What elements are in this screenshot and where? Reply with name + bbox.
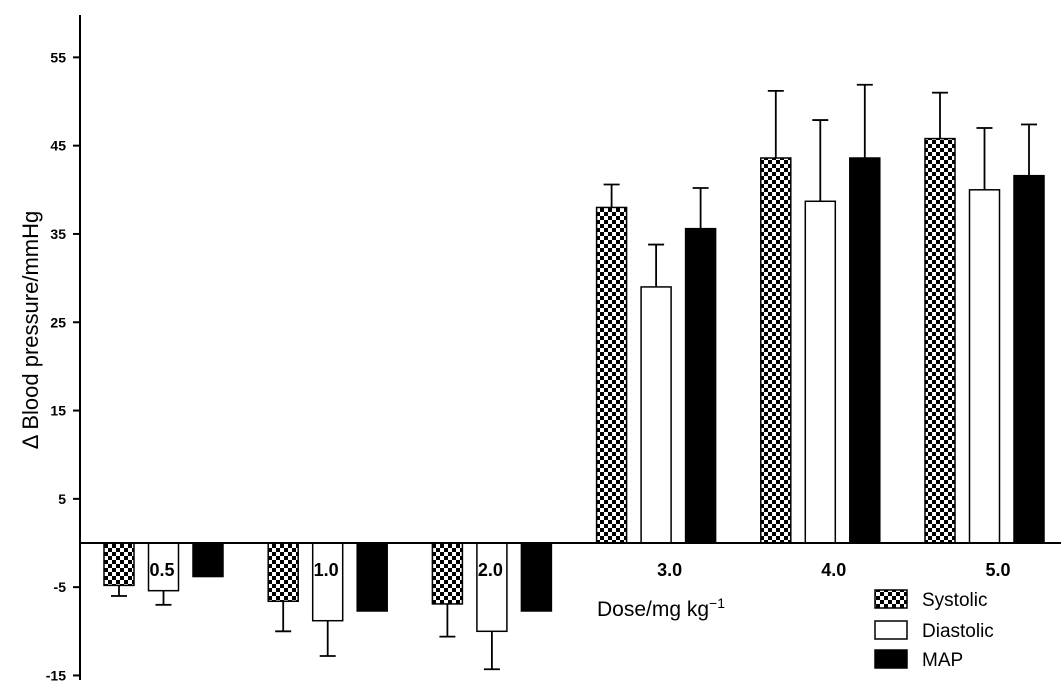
bar-diastolic-4.0 [804, 200, 837, 544]
y-tick-label: 5 [58, 491, 66, 507]
y-axis-label: Δ Blood pressure/mmHg [18, 211, 43, 449]
x-category-label-2.0: 2.0 [478, 560, 503, 580]
x-category-label-1.0: 1.0 [314, 560, 339, 580]
bar-systolic-1.0 [267, 542, 299, 603]
bar-systolic-2.0 [431, 542, 464, 605]
bar-systolic-5.0 [924, 137, 956, 544]
bar-map-5.0 [1013, 174, 1045, 544]
legend-label-systolic: Systolic [922, 590, 987, 611]
legend-swatch-systolic [874, 589, 908, 609]
y-tick-label: 15 [50, 403, 66, 419]
bar-diastolic-5.0 [968, 189, 1001, 544]
legend-label-map: MAP [922, 650, 963, 671]
x-category-label-3.0: 3.0 [657, 560, 682, 580]
bar-diastolic-2.0 [476, 542, 508, 633]
bar-systolic-4.0 [760, 157, 792, 544]
y-tick-label: 25 [50, 314, 66, 330]
bars-layer [103, 137, 1045, 633]
legend: Systolic Diastolic MAP [874, 589, 994, 671]
x-category-label-5.0: 5.0 [985, 560, 1010, 580]
category-labels-layer: 0.5 1.0 2.0 3.0 4.0 5.0 [149, 560, 1010, 580]
y-tick-label: 35 [50, 226, 66, 242]
y-tick-label: 45 [50, 138, 66, 154]
bar-map-0.5 [192, 542, 224, 578]
bar-map-1.0 [356, 542, 388, 612]
x-axis-label-main: Dose/mg kg [597, 598, 709, 621]
bar-map-2.0 [520, 542, 553, 612]
x-axis-label: Dose/mg kg−1 [597, 595, 725, 621]
bar-map-3.0 [684, 227, 717, 544]
bar-diastolic-1.0 [311, 542, 344, 622]
y-tick-label: -5 [54, 579, 67, 595]
x-axis-label-superscript: −1 [709, 595, 725, 611]
bar-systolic-3.0 [595, 206, 628, 544]
legend-swatch-map [874, 649, 908, 669]
y-tick-label: 55 [50, 49, 66, 65]
legend-swatch-diastolic [874, 620, 908, 640]
x-category-label-0.5: 0.5 [149, 560, 174, 580]
y-tick-label: -15 [46, 667, 66, 683]
error-bars-layer [111, 83, 1037, 671]
bar-diastolic-3.0 [640, 286, 672, 544]
bar-map-4.0 [849, 157, 881, 544]
y-ticks-layer: 55 45 35 25 15 5 -5 -15 [46, 49, 80, 683]
bar-systolic-0.5 [103, 542, 135, 587]
legend-label-diastolic: Diastolic [922, 621, 994, 642]
x-category-label-4.0: 4.0 [821, 560, 846, 580]
